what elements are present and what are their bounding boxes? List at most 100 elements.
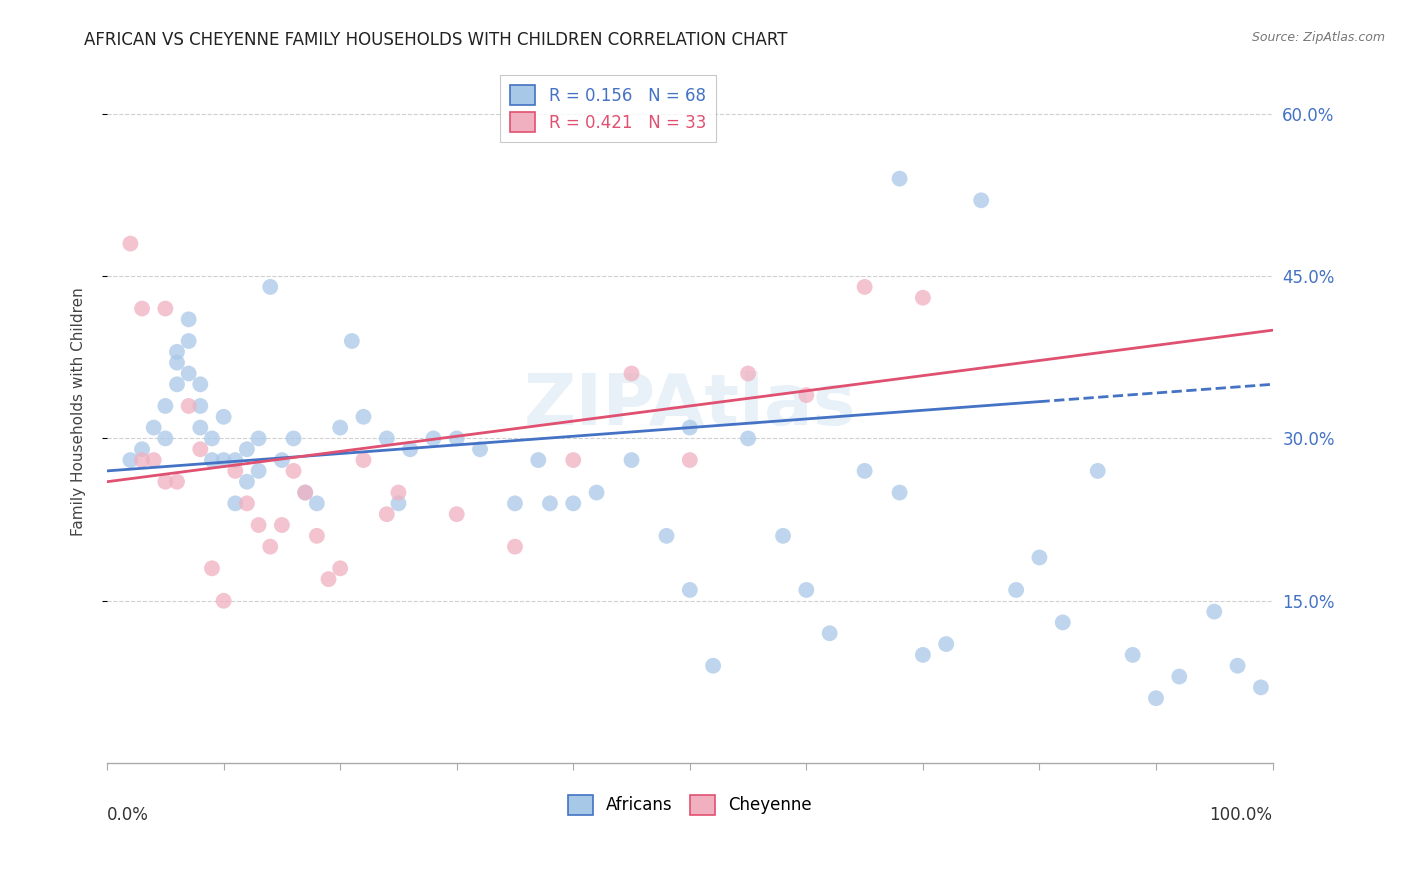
- Point: [188, 399, 211, 413]
- Point: [166, 475, 188, 489]
- Point: [131, 453, 153, 467]
- Point: [212, 409, 235, 424]
- Point: [620, 367, 643, 381]
- Point: [353, 453, 375, 467]
- Point: [375, 507, 398, 521]
- Point: [1005, 582, 1028, 597]
- Point: [155, 432, 177, 446]
- Point: [177, 399, 200, 413]
- Point: [201, 432, 224, 446]
- Point: [188, 420, 211, 434]
- Point: [224, 464, 246, 478]
- Point: [155, 301, 177, 316]
- Point: [329, 420, 352, 434]
- Point: [935, 637, 957, 651]
- Point: [353, 409, 375, 424]
- Point: [1122, 648, 1144, 662]
- Point: [224, 496, 246, 510]
- Point: [796, 582, 818, 597]
- Point: [911, 291, 934, 305]
- Point: [259, 280, 281, 294]
- Point: [772, 529, 794, 543]
- Point: [247, 518, 270, 533]
- Text: ZIPAtlas: ZIPAtlas: [523, 371, 856, 441]
- Point: [131, 301, 153, 316]
- Point: [188, 442, 211, 457]
- Point: [166, 344, 188, 359]
- Point: [305, 496, 328, 510]
- Point: [236, 496, 259, 510]
- Point: [283, 464, 305, 478]
- Point: [247, 432, 270, 446]
- Point: [818, 626, 841, 640]
- Point: [620, 453, 643, 467]
- Point: [177, 312, 200, 326]
- Point: [270, 518, 292, 533]
- Point: [166, 356, 188, 370]
- Point: [318, 572, 340, 586]
- Point: [853, 464, 876, 478]
- Point: [970, 194, 993, 208]
- Point: [1168, 669, 1191, 683]
- Point: [422, 432, 444, 446]
- Point: [294, 485, 316, 500]
- Point: [796, 388, 818, 402]
- Point: [562, 453, 585, 467]
- Point: [889, 485, 911, 500]
- Point: [120, 236, 142, 251]
- Point: [387, 496, 409, 510]
- Point: [655, 529, 678, 543]
- Point: [259, 540, 281, 554]
- Point: [305, 529, 328, 543]
- Point: [737, 432, 759, 446]
- Point: [468, 442, 491, 457]
- Point: [201, 453, 224, 467]
- Point: [283, 432, 305, 446]
- Point: [340, 334, 363, 348]
- Point: [1144, 691, 1167, 706]
- Point: [329, 561, 352, 575]
- Point: [538, 496, 561, 510]
- Point: [503, 540, 526, 554]
- Point: [679, 582, 702, 597]
- Point: [679, 420, 702, 434]
- Point: [503, 496, 526, 510]
- Point: [853, 280, 876, 294]
- Point: [387, 485, 409, 500]
- Point: [446, 432, 468, 446]
- Text: 0.0%: 0.0%: [107, 806, 149, 824]
- Point: [177, 334, 200, 348]
- Point: [1250, 681, 1272, 695]
- Point: [236, 475, 259, 489]
- Point: [679, 453, 702, 467]
- Point: [270, 453, 292, 467]
- Text: Source: ZipAtlas.com: Source: ZipAtlas.com: [1251, 31, 1385, 45]
- Point: [236, 442, 259, 457]
- Point: [737, 367, 759, 381]
- Point: [120, 453, 142, 467]
- Point: [375, 432, 398, 446]
- Point: [1028, 550, 1050, 565]
- Text: 100.0%: 100.0%: [1209, 806, 1272, 824]
- Point: [247, 464, 270, 478]
- Point: [142, 420, 165, 434]
- Point: [224, 453, 246, 467]
- Point: [212, 453, 235, 467]
- Point: [399, 442, 422, 457]
- Point: [201, 561, 224, 575]
- Point: [527, 453, 550, 467]
- Point: [911, 648, 934, 662]
- Point: [1052, 615, 1074, 630]
- Point: [131, 442, 153, 457]
- Point: [166, 377, 188, 392]
- Point: [155, 399, 177, 413]
- Point: [188, 377, 211, 392]
- Y-axis label: Family Households with Children: Family Households with Children: [72, 287, 86, 536]
- Point: [212, 594, 235, 608]
- Point: [1087, 464, 1109, 478]
- Point: [585, 485, 607, 500]
- Text: AFRICAN VS CHEYENNE FAMILY HOUSEHOLDS WITH CHILDREN CORRELATION CHART: AFRICAN VS CHEYENNE FAMILY HOUSEHOLDS WI…: [84, 31, 787, 49]
- Legend: Africans, Cheyenne: Africans, Cheyenne: [558, 785, 821, 825]
- Point: [177, 367, 200, 381]
- Point: [142, 453, 165, 467]
